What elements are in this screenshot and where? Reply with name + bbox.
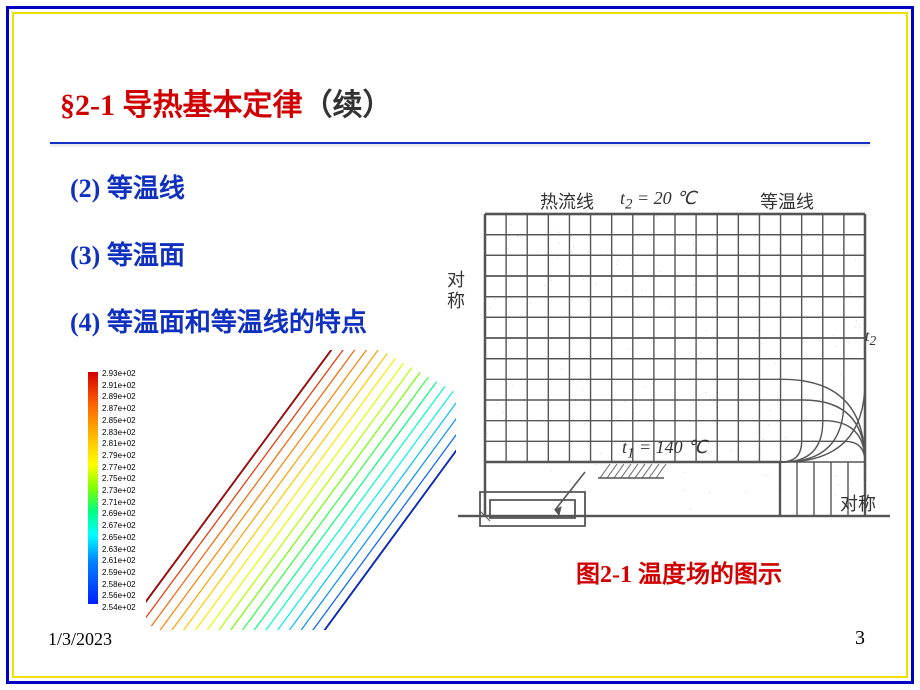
label-t2-top: t2 = 20 ℃ bbox=[620, 188, 696, 214]
contour-chart: 2.93e+022.91e+022.89e+022.87e+022.85e+02… bbox=[88, 350, 456, 630]
figure-caption: 图2-1 温度场的图示 bbox=[576, 554, 782, 589]
divider-line bbox=[50, 142, 870, 144]
label-symmetry-right: 对称 bbox=[840, 490, 876, 516]
legend-labels: 2.93e+022.91e+022.89e+022.87e+022.85e+02… bbox=[102, 368, 136, 614]
footer-date: 1/3/2023 bbox=[48, 629, 112, 650]
slide-content: §2-1 导热基本定律（续） (2) 等温线 (3) 等温面 (4) 等温面和等… bbox=[20, 20, 900, 670]
slide-title: §2-1 导热基本定律（续） bbox=[60, 80, 900, 124]
label-symmetry-left: 对称 bbox=[442, 270, 468, 312]
label-t2-right: t2 bbox=[865, 328, 876, 349]
footer-page-number: 3 bbox=[855, 627, 865, 650]
legend-gradient-bar bbox=[88, 372, 98, 604]
title-continuation: （续） bbox=[303, 89, 393, 122]
label-isotherm: 等温线 bbox=[760, 188, 814, 214]
temperature-field-diagram: 热流线 t2 = 20 ℃ 等温线 对称 t1 = 140 ℃ t2 对称 bbox=[450, 180, 900, 548]
label-heatflow: 热流线 bbox=[540, 188, 594, 214]
label-t1: t1 = 140 ℃ bbox=[622, 437, 707, 463]
contour-lines bbox=[146, 350, 456, 630]
title-section: §2-1 导热基本定律 bbox=[60, 89, 303, 122]
